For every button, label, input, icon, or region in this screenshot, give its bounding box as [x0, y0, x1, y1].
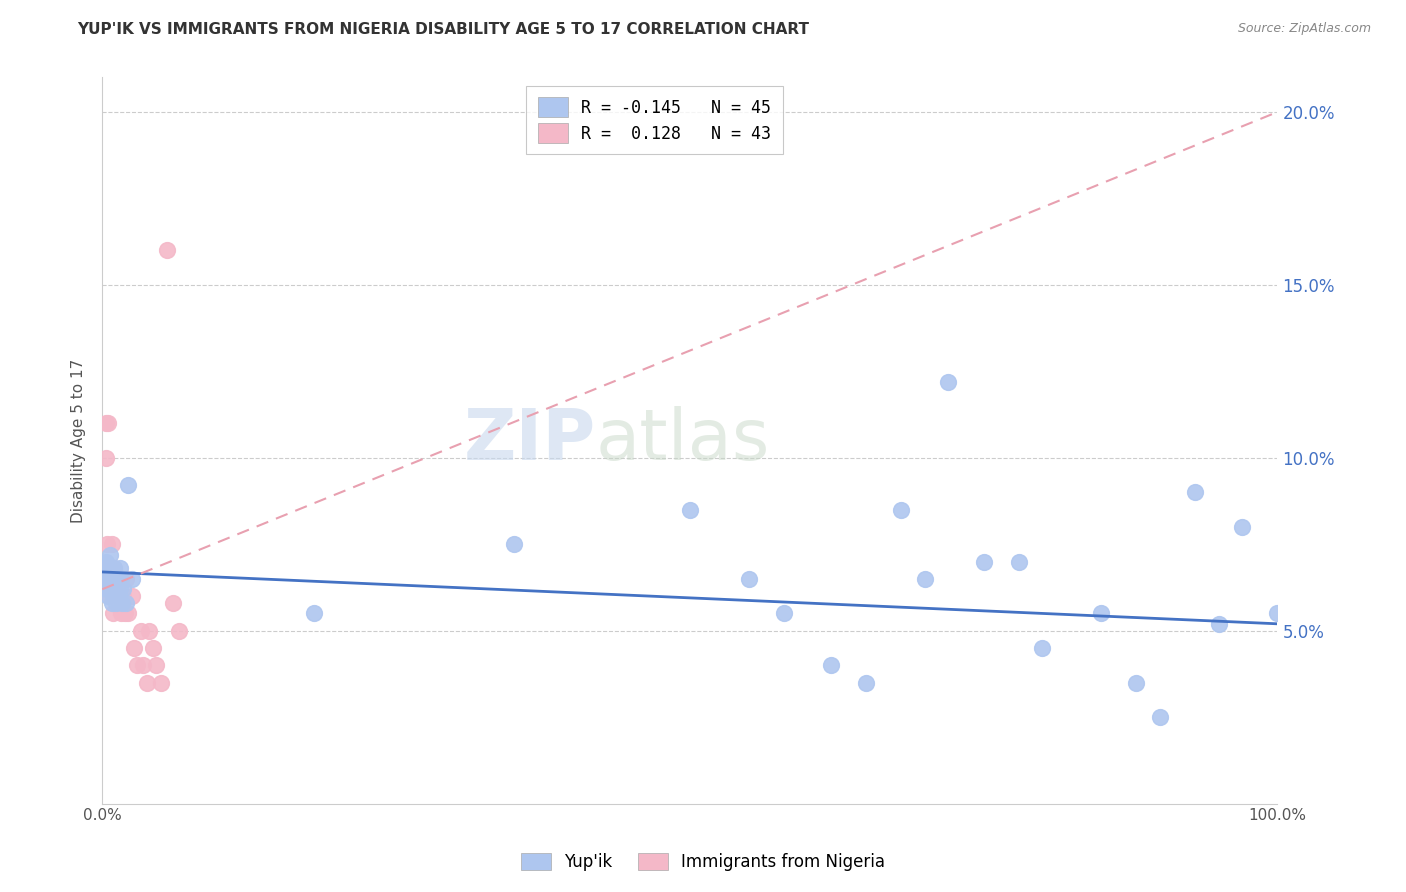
Point	[101, 607, 124, 621]
Point	[94, 450, 117, 465]
Point	[679, 502, 702, 516]
Point	[100, 582, 122, 597]
Point	[1031, 640, 1053, 655]
Point	[105, 596, 128, 610]
Point	[100, 537, 122, 551]
Point	[101, 572, 124, 586]
Point	[890, 502, 912, 516]
Point	[110, 572, 132, 586]
Point	[97, 416, 120, 430]
Point	[93, 572, 115, 586]
Point	[973, 555, 995, 569]
Point	[149, 675, 172, 690]
Point	[117, 478, 139, 492]
Point	[93, 572, 115, 586]
Point	[111, 596, 134, 610]
Point	[936, 375, 959, 389]
Point	[1090, 607, 1112, 621]
Legend: R = -0.145   N = 45, R =  0.128   N = 43: R = -0.145 N = 45, R = 0.128 N = 43	[526, 86, 783, 154]
Point	[112, 589, 135, 603]
Point	[104, 572, 127, 586]
Point	[117, 607, 139, 621]
Point	[1149, 710, 1171, 724]
Point	[107, 589, 129, 603]
Point	[737, 572, 759, 586]
Point	[97, 572, 120, 586]
Point	[502, 537, 524, 551]
Point	[100, 596, 122, 610]
Point	[100, 582, 122, 597]
Point	[162, 596, 184, 610]
Point	[93, 561, 115, 575]
Point	[97, 572, 120, 586]
Point	[108, 561, 131, 575]
Point	[129, 624, 152, 638]
Point	[112, 582, 135, 597]
Point	[1230, 520, 1253, 534]
Text: atlas: atlas	[596, 406, 770, 475]
Point	[135, 675, 157, 690]
Point	[103, 561, 125, 575]
Point	[110, 607, 132, 621]
Point	[101, 572, 124, 586]
Point	[1184, 485, 1206, 500]
Point	[108, 572, 131, 586]
Point	[103, 589, 125, 603]
Point	[122, 640, 145, 655]
Point	[108, 589, 131, 603]
Point	[914, 572, 936, 586]
Point	[1267, 607, 1289, 621]
Point	[96, 582, 118, 597]
Point	[105, 572, 128, 586]
Point	[145, 658, 167, 673]
Point	[1125, 675, 1147, 690]
Point	[100, 548, 122, 562]
Point	[167, 624, 190, 638]
Text: Source: ZipAtlas.com: Source: ZipAtlas.com	[1237, 22, 1371, 36]
Y-axis label: Disability Age 5 to 17: Disability Age 5 to 17	[72, 359, 86, 523]
Point	[100, 572, 122, 586]
Point	[855, 675, 877, 690]
Point	[1208, 616, 1230, 631]
Point	[104, 572, 127, 586]
Point	[98, 561, 121, 575]
Point	[96, 572, 118, 586]
Point	[302, 607, 325, 621]
Point	[103, 572, 125, 586]
Point	[772, 607, 794, 621]
Point	[107, 572, 129, 586]
Point	[93, 561, 115, 575]
Point	[114, 596, 136, 610]
Point	[97, 589, 120, 603]
Point	[1008, 555, 1031, 569]
Point	[121, 589, 143, 603]
Point	[107, 589, 129, 603]
Point	[108, 582, 131, 597]
Point	[114, 572, 136, 586]
Point	[111, 596, 134, 610]
Point	[98, 572, 121, 586]
Text: YUP'IK VS IMMIGRANTS FROM NIGERIA DISABILITY AGE 5 TO 17 CORRELATION CHART: YUP'IK VS IMMIGRANTS FROM NIGERIA DISABI…	[77, 22, 810, 37]
Text: ZIP: ZIP	[464, 406, 596, 475]
Point	[107, 572, 129, 586]
Point	[820, 658, 842, 673]
Point	[103, 561, 125, 575]
Point	[100, 589, 122, 603]
Point	[156, 244, 179, 258]
Point	[138, 624, 160, 638]
Point	[127, 658, 149, 673]
Point	[94, 416, 117, 430]
Point	[98, 561, 121, 575]
Point	[132, 658, 155, 673]
Point	[121, 572, 143, 586]
Point	[114, 607, 136, 621]
Point	[96, 537, 118, 551]
Point	[94, 555, 117, 569]
Point	[142, 640, 165, 655]
Legend: Yup'ik, Immigrants from Nigeria: Yup'ik, Immigrants from Nigeria	[513, 845, 893, 880]
